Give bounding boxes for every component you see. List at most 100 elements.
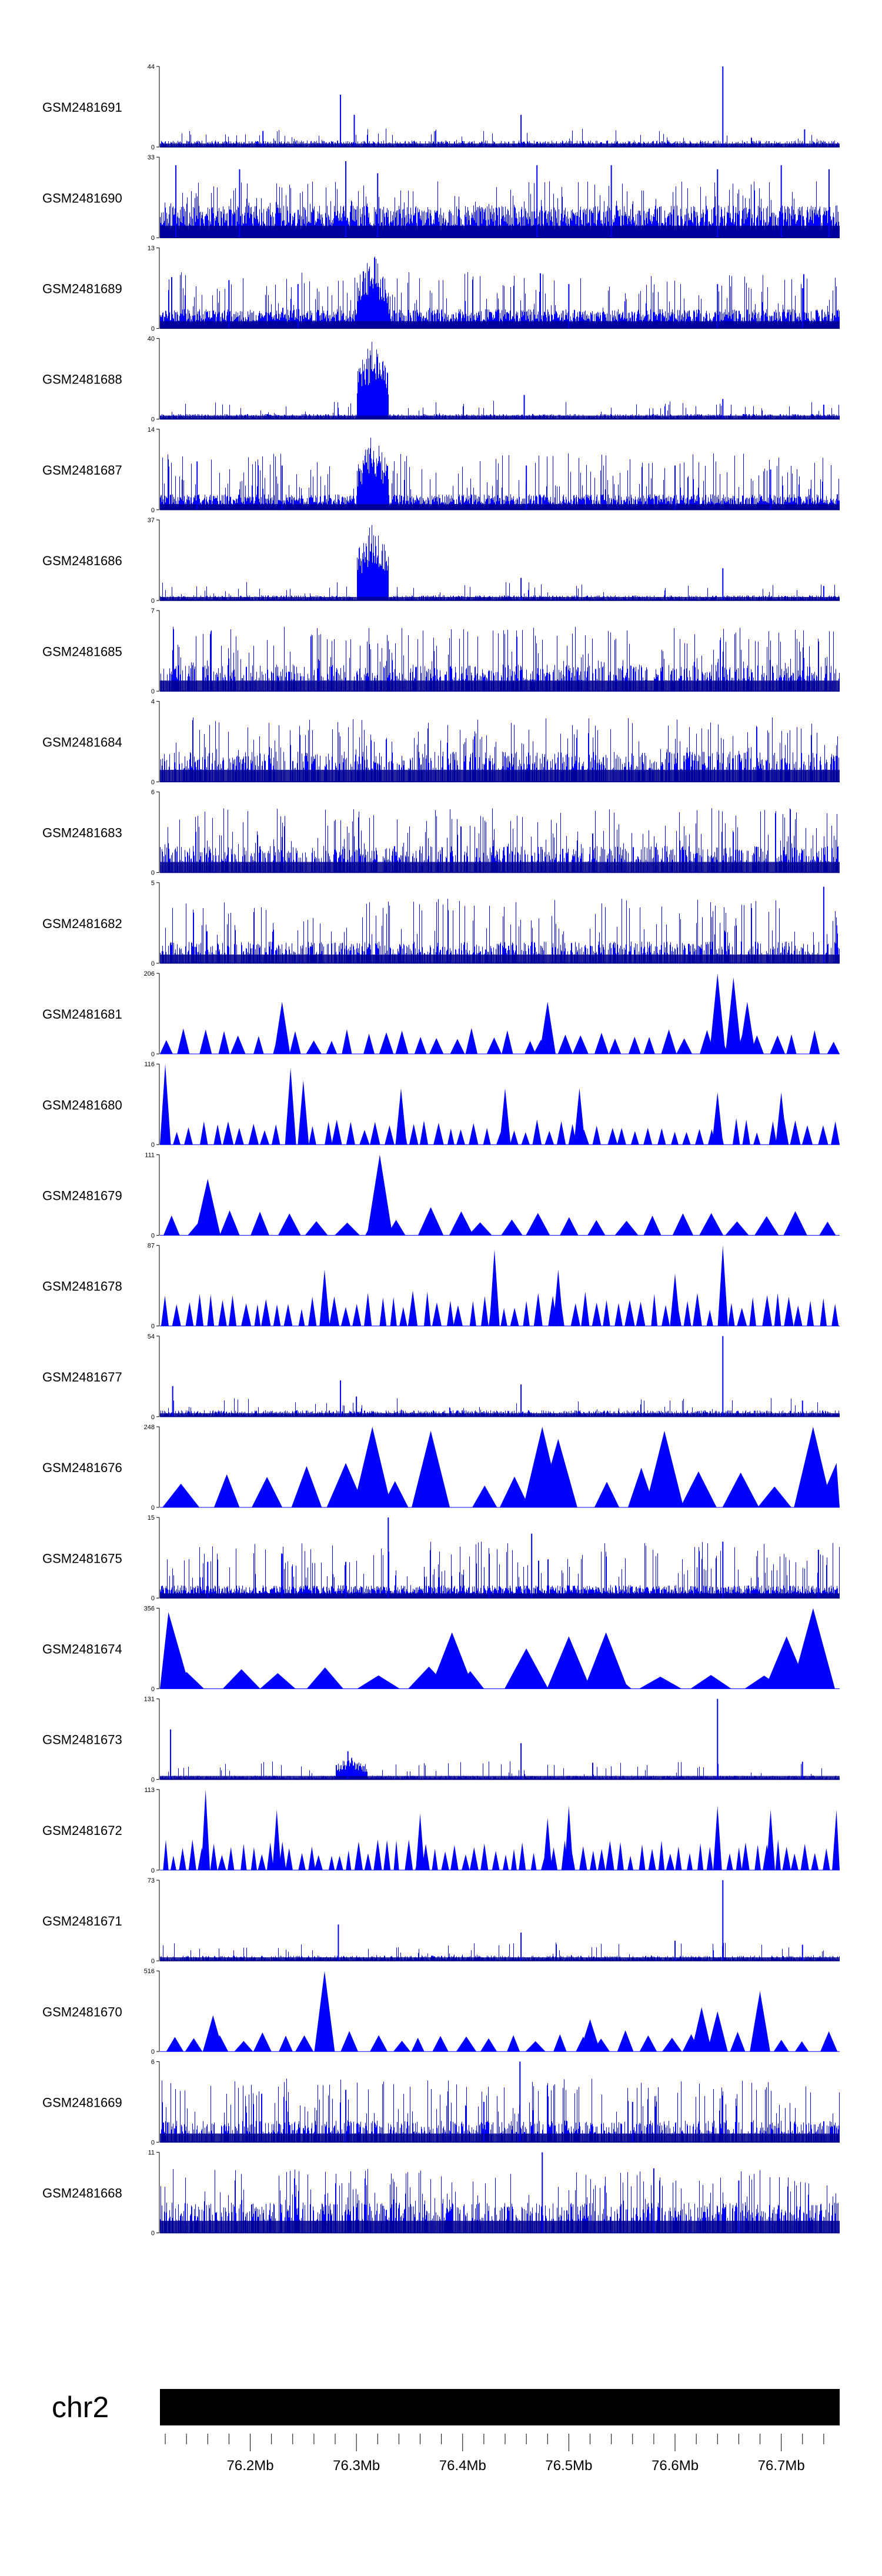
coverage-peak — [742, 1119, 750, 1145]
coverage-peak — [820, 1297, 827, 1326]
coverage-peak — [706, 1309, 713, 1326]
coverage-peak — [587, 1220, 606, 1236]
chromosome-label: chr2 — [52, 2391, 109, 2424]
coverage-peak — [500, 1308, 507, 1326]
y-axis-min-label: 0 — [151, 1958, 155, 1965]
y-axis-max-label: 131 — [144, 1696, 155, 1703]
coverage-floor — [160, 597, 840, 600]
coverage-peak — [266, 1842, 274, 1870]
coverage-peak — [832, 1810, 840, 1870]
coverage-peak — [456, 1671, 485, 1689]
coverage-peak — [799, 1672, 830, 1689]
coverage-peak — [342, 1029, 352, 1054]
coverage-peak — [305, 1221, 328, 1236]
coverage-peak — [228, 1847, 235, 1870]
coverage-peak — [184, 1127, 193, 1145]
coverage-floor — [160, 1776, 840, 1780]
coverage-floor — [160, 225, 840, 238]
coverage-peak — [800, 1843, 809, 1870]
coverage-peak — [177, 1028, 190, 1054]
coverage-peak — [486, 1037, 502, 1054]
coverage-peak — [320, 1291, 330, 1326]
coverage-peak — [510, 1130, 519, 1145]
coverage-peak — [430, 1632, 474, 1689]
y-axis-min-label: 0 — [151, 1777, 155, 1784]
coverage-peak — [733, 1118, 740, 1145]
coverage-peak — [298, 1309, 305, 1326]
y-axis-min-label: 0 — [151, 688, 155, 695]
coverage-peak — [519, 1842, 526, 1870]
y-axis-min-label: 0 — [151, 1232, 155, 1239]
y-axis-min-label: 0 — [151, 1414, 155, 1421]
track-label: GSM2481672 — [42, 1823, 122, 1838]
coverage-peak — [272, 1124, 280, 1145]
track-label: GSM2481681 — [42, 1007, 122, 1022]
coverage-peak — [680, 1471, 717, 1507]
track-GSM2481682: GSM2481682 5 0 — [42, 880, 840, 967]
track-label: GSM2481684 — [42, 735, 122, 749]
y-axis-max-label: 6 — [151, 2058, 155, 2066]
coverage-peak — [603, 1300, 610, 1326]
coverage-peak — [590, 1850, 597, 1870]
coverage-peak — [254, 1304, 261, 1326]
coverage-peak — [272, 1810, 282, 1870]
track-GSM2481675: GSM2481675 15 0 — [42, 1514, 840, 1602]
coverage-peak — [817, 1463, 840, 1507]
track-label: GSM2481685 — [42, 644, 122, 659]
y-axis-max-label: 13 — [148, 245, 155, 252]
coverage-peak — [672, 1213, 694, 1236]
coverage-peak — [782, 1847, 791, 1870]
track-label: GSM2481690 — [42, 191, 122, 205]
coverage-peak — [346, 1122, 355, 1145]
coverage-peak — [228, 1295, 237, 1326]
coverage-peak — [469, 1847, 479, 1870]
coverage-peak — [770, 1035, 786, 1054]
coverage-peak — [325, 1122, 333, 1145]
coverage-peak — [432, 1302, 442, 1326]
track-label: GSM2481679 — [42, 1188, 122, 1203]
coverage-peak — [354, 1841, 363, 1870]
coverage-peak — [794, 1427, 833, 1507]
coverage-peak — [730, 2031, 746, 2052]
coverage-peak — [450, 1039, 465, 1054]
track-label: GSM2481669 — [42, 2095, 122, 2110]
coverage-floor — [160, 415, 840, 419]
coverage-peak — [160, 1040, 173, 1054]
coverage-peak — [671, 1132, 679, 1145]
coverage-peak — [607, 1127, 618, 1145]
y-axis-max-label: 5 — [151, 880, 155, 887]
coverage-peak — [432, 2036, 449, 2052]
tick-label: 76.6Mb — [652, 2458, 699, 2474]
track-GSM2481679: GSM2481679 111 0 — [42, 1152, 840, 1239]
coverage-peak — [580, 2019, 600, 2052]
track-label: GSM2481687 — [42, 463, 122, 478]
coverage-peak — [240, 1844, 247, 1870]
coverage-peak — [736, 1847, 742, 1870]
coverage-peak — [662, 2037, 682, 2052]
coverage-peak — [379, 1297, 387, 1326]
coverage-peak — [162, 1483, 200, 1507]
coverage-peak — [628, 1036, 641, 1054]
track-label: GSM2481668 — [42, 2186, 122, 2201]
coverage-peak — [416, 1813, 425, 1870]
coverage-peak — [253, 1036, 264, 1054]
coverage-peak — [584, 1632, 628, 1689]
coverage-peak — [172, 1304, 181, 1326]
coverage-peak — [643, 1037, 655, 1054]
coverage-peak — [385, 1125, 395, 1145]
coverage-peak — [699, 1213, 724, 1236]
coverage-peak — [210, 1843, 218, 1870]
coverage-peak — [683, 1300, 691, 1326]
track-label: GSM2481671 — [42, 1914, 122, 1928]
coverage-peak — [741, 1842, 750, 1870]
coverage-floor — [160, 2221, 840, 2233]
track-GSM2481681: GSM2481681 206 0 — [42, 970, 840, 1058]
y-axis-min-label: 0 — [151, 2230, 155, 2237]
coverage-peak — [453, 1305, 463, 1326]
coverage-peak — [450, 1845, 459, 1870]
track-label: GSM2481691 — [42, 100, 122, 115]
coverage-peak — [794, 2041, 809, 2052]
coverage-peak — [213, 1124, 222, 1145]
coverage-peak — [501, 1219, 523, 1236]
coverage-peak — [557, 1035, 573, 1054]
